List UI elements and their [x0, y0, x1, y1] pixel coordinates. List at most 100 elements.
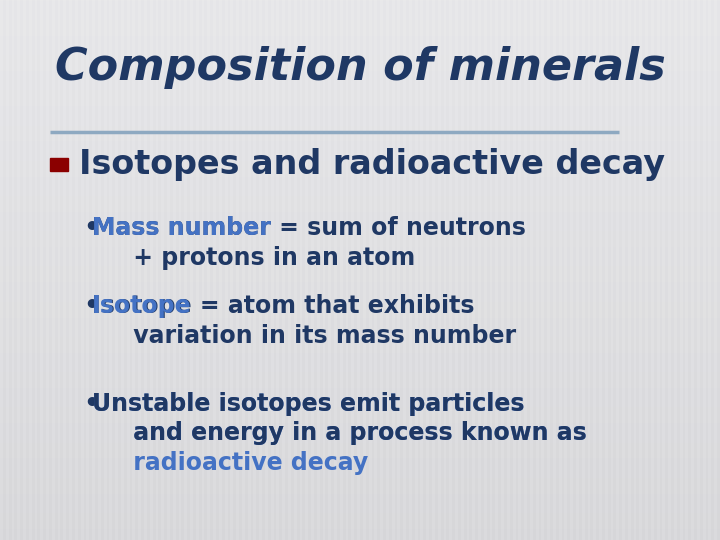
Bar	[0, 337, 720, 338]
Bar	[0, 47, 720, 48]
Bar	[253, 0, 256, 540]
Bar	[0, 62, 720, 63]
Bar	[0, 239, 720, 240]
Bar	[0, 508, 720, 509]
Bar	[0, 368, 720, 369]
Bar	[0, 430, 720, 431]
Bar	[0, 67, 720, 68]
Bar	[0, 364, 720, 365]
Bar	[0, 101, 720, 102]
Bar	[0, 539, 720, 540]
Bar	[311, 0, 314, 540]
Bar	[0, 90, 720, 91]
Bar	[0, 384, 720, 385]
Bar	[0, 473, 720, 474]
Bar	[605, 0, 608, 540]
Bar	[0, 241, 720, 242]
Bar	[0, 394, 720, 395]
Bar	[438, 0, 441, 540]
Bar	[0, 165, 720, 166]
Bar	[0, 127, 720, 128]
Bar	[225, 0, 228, 540]
Bar	[0, 245, 720, 246]
Bar	[0, 491, 720, 492]
Bar	[0, 249, 720, 250]
Bar	[0, 302, 720, 303]
Bar	[0, 485, 720, 486]
Bar	[0, 522, 720, 523]
Bar	[0, 279, 720, 280]
Bar	[0, 112, 720, 113]
Bar	[0, 412, 720, 413]
Bar	[0, 89, 720, 90]
Bar	[0, 26, 720, 27]
Bar	[0, 233, 720, 234]
Bar	[490, 0, 492, 540]
Bar	[484, 0, 487, 540]
Bar	[0, 264, 720, 265]
Bar	[0, 418, 720, 419]
Bar	[0, 232, 720, 233]
Bar	[0, 210, 720, 211]
Bar	[0, 429, 720, 430]
Bar	[651, 0, 654, 540]
Bar	[0, 3, 720, 4]
Bar	[369, 0, 372, 540]
Bar	[305, 0, 308, 540]
Bar	[0, 452, 720, 453]
Bar	[0, 199, 720, 200]
Bar	[0, 270, 720, 271]
Bar	[0, 458, 720, 459]
Bar	[0, 102, 720, 103]
Bar	[0, 38, 720, 39]
Bar	[0, 282, 720, 283]
Bar	[0, 134, 720, 135]
Bar	[0, 22, 720, 23]
Bar	[0, 340, 720, 341]
Bar	[0, 535, 720, 536]
Bar	[0, 35, 720, 36]
Bar	[0, 252, 720, 253]
Bar	[0, 497, 720, 498]
Bar	[0, 116, 720, 117]
Bar	[271, 0, 274, 540]
Bar	[0, 192, 720, 193]
Bar	[0, 483, 720, 484]
Bar	[0, 469, 720, 470]
Bar	[0, 82, 720, 83]
Bar	[0, 311, 720, 312]
Bar	[0, 423, 720, 424]
Bar	[0, 474, 720, 475]
Bar	[0, 517, 720, 518]
Bar	[0, 108, 720, 109]
Bar	[0, 123, 720, 124]
Bar	[639, 0, 642, 540]
Bar	[23, 0, 26, 540]
Bar	[0, 206, 720, 207]
Bar	[0, 466, 720, 467]
Bar	[0, 480, 720, 481]
Bar	[0, 472, 720, 473]
Bar	[0, 16, 720, 17]
Bar	[75, 0, 78, 540]
Bar	[0, 398, 720, 399]
Bar	[0, 18, 720, 19]
Bar	[121, 0, 124, 540]
Bar	[0, 251, 720, 252]
Bar	[0, 27, 720, 28]
Bar	[426, 0, 429, 540]
Bar	[0, 202, 720, 203]
Bar	[0, 230, 720, 231]
Bar	[0, 389, 720, 390]
Bar	[714, 0, 717, 540]
Bar	[357, 0, 360, 540]
Bar	[0, 237, 720, 238]
Bar	[0, 289, 720, 290]
Bar	[0, 120, 720, 121]
Bar	[0, 308, 720, 309]
Bar	[0, 392, 720, 393]
Bar	[691, 0, 694, 540]
Bar	[0, 296, 720, 297]
Bar	[0, 281, 720, 282]
Bar	[0, 2, 720, 3]
